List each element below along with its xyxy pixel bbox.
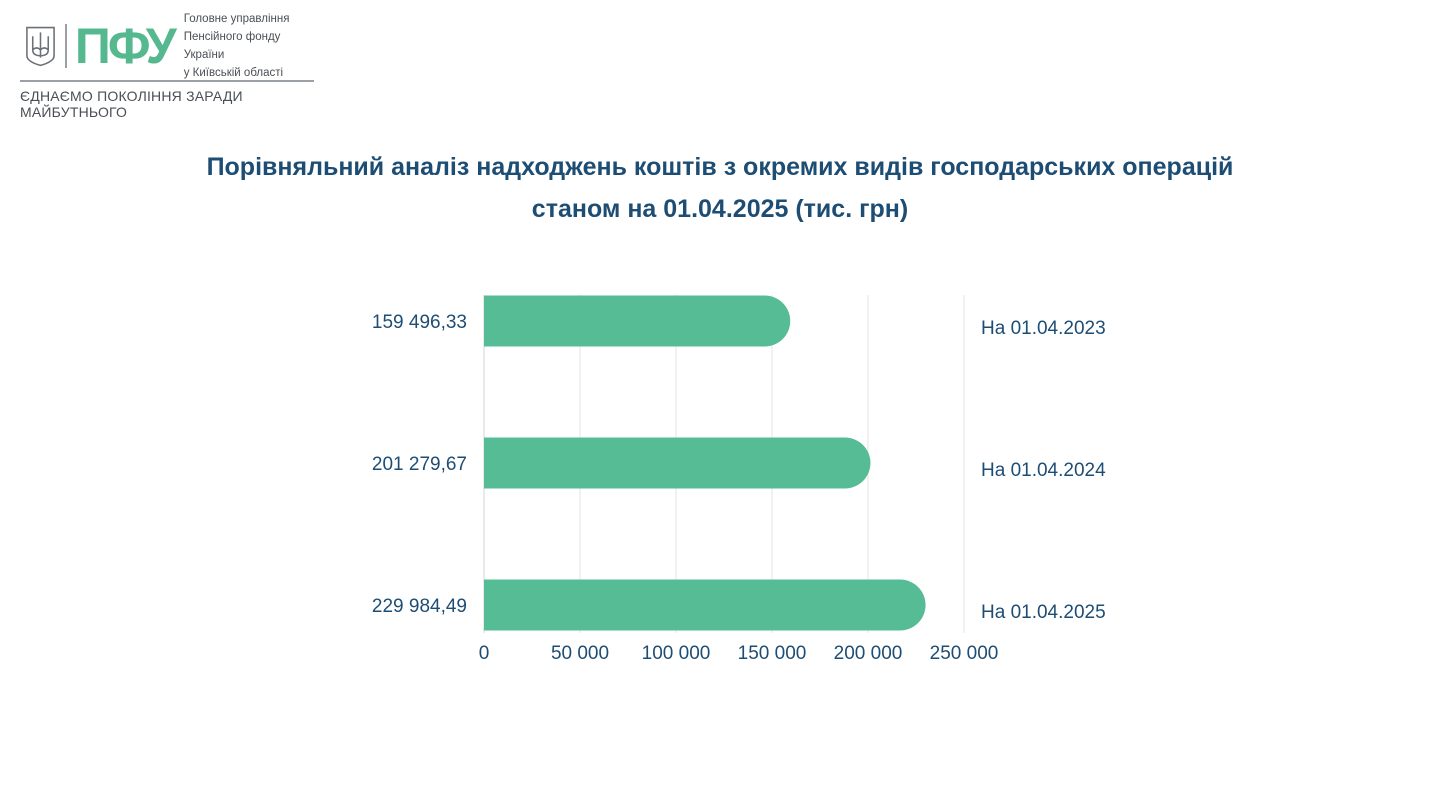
category-label-0: На 01.04.2023 bbox=[981, 318, 1106, 339]
org-name: Головне управління Пенсійного фонду Укра… bbox=[184, 10, 320, 82]
x-tick-label-0: 0 bbox=[479, 643, 490, 664]
bar-1 bbox=[484, 437, 871, 489]
logo-divider bbox=[64, 24, 67, 68]
x-tick-label-5: 250 000 bbox=[930, 643, 999, 664]
chart-title-line-2: станом на 01.04.2025 (тис. грн) bbox=[531, 195, 909, 223]
slogan: ЄДНАЄМО ПОКОЛІННЯ ЗАРАДИ МАЙБУТНЬОГО bbox=[20, 88, 243, 120]
x-tick-label-4: 200 000 bbox=[834, 643, 903, 664]
header-divider bbox=[20, 80, 314, 82]
logo: ПФУ Головне управління Пенсійного фонду … bbox=[20, 13, 320, 79]
value-label-2: 229 984,49 bbox=[372, 596, 467, 617]
chart-title-line-1: Порівняльний аналіз надходжень коштів з … bbox=[206, 153, 1234, 181]
value-label-1: 201 279,67 bbox=[372, 454, 467, 475]
header: ПФУ Головне управління Пенсійного фонду … bbox=[20, 13, 320, 120]
category-label-2: На 01.04.2025 bbox=[981, 602, 1106, 623]
x-tick-label-1: 50 000 bbox=[551, 643, 609, 664]
value-label-0: 159 496,33 bbox=[372, 312, 467, 333]
org-line-1: Головне управління bbox=[183, 13, 290, 25]
category-label-1: На 01.04.2024 bbox=[981, 460, 1106, 481]
x-tick-label-3: 150 000 bbox=[738, 643, 807, 664]
x-tick-label-2: 100 000 bbox=[642, 643, 711, 664]
org-line-2: Пенсійного фонду України bbox=[183, 31, 281, 61]
chart-title: Порівняльний аналіз надходжень коштів з … bbox=[0, 146, 1440, 230]
bar-0 bbox=[484, 295, 791, 347]
bar-2 bbox=[484, 579, 926, 631]
brand-logo: ПФУ bbox=[74, 18, 177, 74]
org-line-3: у Київській області bbox=[183, 67, 284, 79]
trident-icon bbox=[26, 26, 55, 67]
